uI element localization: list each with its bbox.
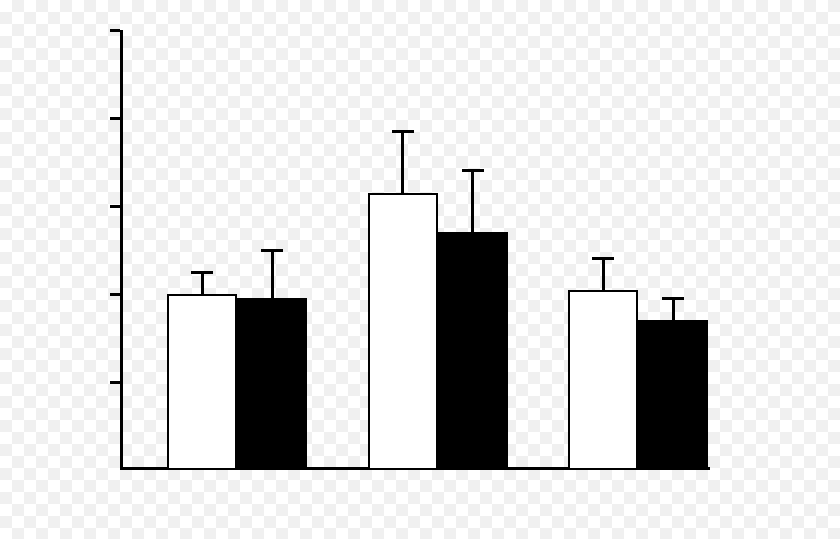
errorbar-stem (602, 259, 605, 290)
errorbar-cap (662, 297, 684, 300)
y-tick (110, 293, 120, 296)
errorbar-cap (261, 249, 283, 252)
y-tick (110, 29, 120, 32)
bar-white (368, 193, 438, 470)
errorbar-cap (592, 257, 614, 260)
errorbar-stem (201, 272, 204, 294)
bar-black (438, 232, 508, 470)
errorbar-stem (271, 250, 274, 298)
errorbar-cap (462, 169, 484, 172)
errorbar-stem (401, 131, 404, 193)
bar-black (638, 320, 708, 470)
errorbar-stem (672, 298, 675, 320)
y-tick (110, 205, 120, 208)
y-tick (110, 381, 120, 384)
errorbar-stem (471, 171, 474, 233)
bar-white (568, 290, 638, 470)
errorbar-cap (191, 271, 213, 274)
plot-area (120, 30, 710, 470)
y-tick (110, 117, 120, 120)
errorbar-cap (392, 130, 414, 133)
bar-white (167, 294, 237, 470)
bar-black (237, 298, 307, 470)
y-axis (120, 30, 123, 470)
